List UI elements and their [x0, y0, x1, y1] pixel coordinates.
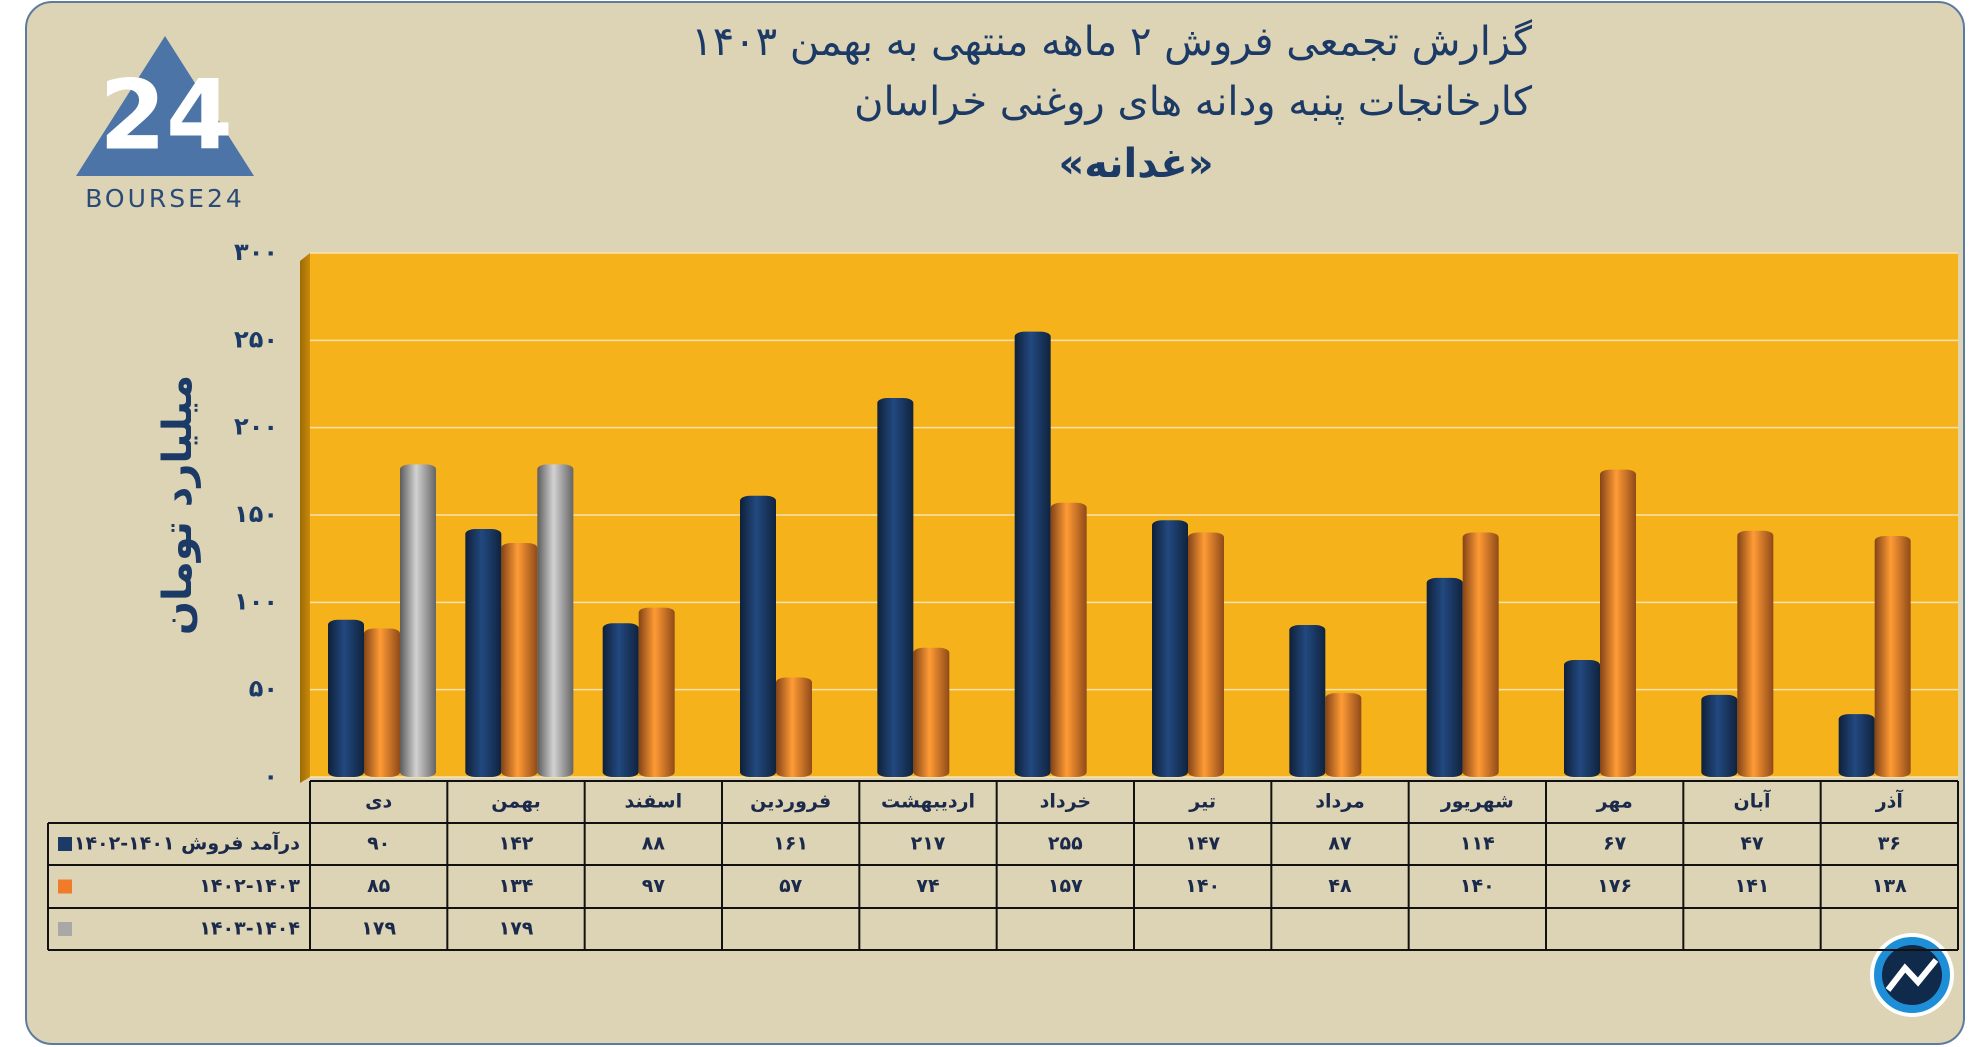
category-label: دی	[365, 791, 392, 813]
bar	[465, 528, 502, 777]
category-label: شهریور	[1440, 791, 1514, 813]
bar	[740, 495, 776, 777]
category-label: فروردین	[750, 791, 831, 813]
table-value: ۳۶	[1878, 833, 1901, 855]
bar	[501, 542, 538, 777]
table-value: ۵۷	[779, 875, 803, 897]
y-tick-label: ۱۵۰	[234, 500, 278, 528]
corner-icon	[1870, 933, 1954, 1017]
table-value: ۱۶۱	[773, 833, 808, 855]
bar	[1564, 659, 1600, 777]
category-label: اردیبهشت	[881, 791, 975, 813]
bar	[1152, 520, 1188, 777]
table-value: ۹۷	[642, 875, 666, 897]
bar	[1325, 693, 1362, 777]
bar	[638, 607, 675, 777]
bar	[1737, 530, 1774, 777]
bar	[1701, 694, 1738, 777]
table-value: ۶۷	[1603, 833, 1627, 855]
logo-text: BOURSE24	[85, 184, 245, 213]
y-axis-label: میلیارد تومان	[155, 375, 201, 635]
y-tick-label: ۰	[263, 762, 278, 790]
table-value: ۱۷۶	[1597, 875, 1632, 897]
table-value: ۴۷	[1740, 833, 1764, 855]
logo: 24 BOURSE24	[76, 36, 254, 213]
table-value: ۷۴	[916, 875, 939, 897]
bar	[400, 464, 436, 777]
table-value: ۱۷۹	[499, 918, 534, 940]
table-value: ۸۷	[1328, 833, 1352, 855]
category-label: بهمن	[491, 791, 541, 813]
legend-label: ۱۴۰۲-۱۴۰۳	[199, 875, 300, 897]
bar	[1600, 469, 1636, 777]
table-value: ۱۳۸	[1872, 875, 1907, 897]
bar	[1838, 714, 1875, 777]
table-value: ۱۴۱	[1735, 875, 1770, 897]
legend-swatch	[58, 837, 72, 851]
bar	[1462, 532, 1499, 777]
bar	[913, 647, 950, 777]
category-label: آبان	[1734, 789, 1771, 813]
table-value: ۱۷۹	[361, 918, 396, 940]
logo-mark: 24	[99, 59, 233, 171]
category-label: خرداد	[1040, 791, 1092, 813]
bar	[537, 464, 574, 777]
plot-wall	[300, 253, 310, 783]
table-value: ۱۴۲	[499, 833, 534, 855]
legend-swatch	[58, 922, 72, 936]
bar	[1050, 502, 1087, 777]
company: «غدانه»	[1058, 141, 1213, 187]
table-value: ۱۵۷	[1048, 875, 1083, 897]
bar	[1014, 331, 1051, 777]
table-value: ۸۸	[642, 833, 666, 855]
category-label: تیر	[1188, 791, 1216, 813]
legend-label: ۱۴۰۳-۱۴۰۴	[199, 918, 300, 940]
table-value: ۱۴۰	[1185, 875, 1220, 897]
y-tick-label: ۲۰۰	[234, 413, 278, 441]
chart-subtitle: کارخانجات پنبه ودانه های روغنی خراسان	[854, 79, 1533, 125]
table-value: ۱۱۴	[1460, 833, 1495, 855]
bar	[1874, 535, 1911, 777]
table-value: ۸۵	[367, 875, 391, 897]
table-value: ۴۸	[1328, 875, 1352, 897]
category-label: آذر	[1875, 789, 1904, 813]
legend-swatch	[58, 879, 72, 894]
bar	[877, 397, 914, 777]
table-value: ۲۵۵	[1048, 833, 1083, 855]
legend-label: درآمد فروش ۱۴۰۱-۱۴۰۲	[74, 831, 300, 855]
bar	[364, 628, 400, 777]
bar	[1188, 532, 1224, 777]
bar	[776, 677, 812, 777]
table-value: ۱۴۰	[1460, 875, 1495, 897]
bar	[328, 619, 364, 777]
table-value: ۱۳۴	[499, 875, 534, 897]
category-label: مرداد	[1315, 791, 1365, 813]
bar	[1289, 625, 1326, 777]
chart-title: گزارش تجمعی فروش ۲ ماهه منتهی به بهمن ۱۴…	[691, 19, 1533, 65]
y-tick-label: ۵۰	[249, 675, 278, 703]
y-tick-label: ۱۰۰	[234, 587, 278, 615]
y-tick-label: ۲۵۰	[234, 325, 278, 353]
table-value: ۹۰	[367, 833, 390, 855]
category-label: اسفند	[625, 791, 683, 813]
table-value: ۱۴۷	[1185, 833, 1220, 855]
bar	[602, 623, 639, 777]
y-tick-label: ۳۰۰	[234, 238, 278, 266]
table-value: ۲۱۷	[911, 833, 946, 855]
bar	[1426, 577, 1463, 777]
category-label: مهر	[1596, 791, 1633, 813]
